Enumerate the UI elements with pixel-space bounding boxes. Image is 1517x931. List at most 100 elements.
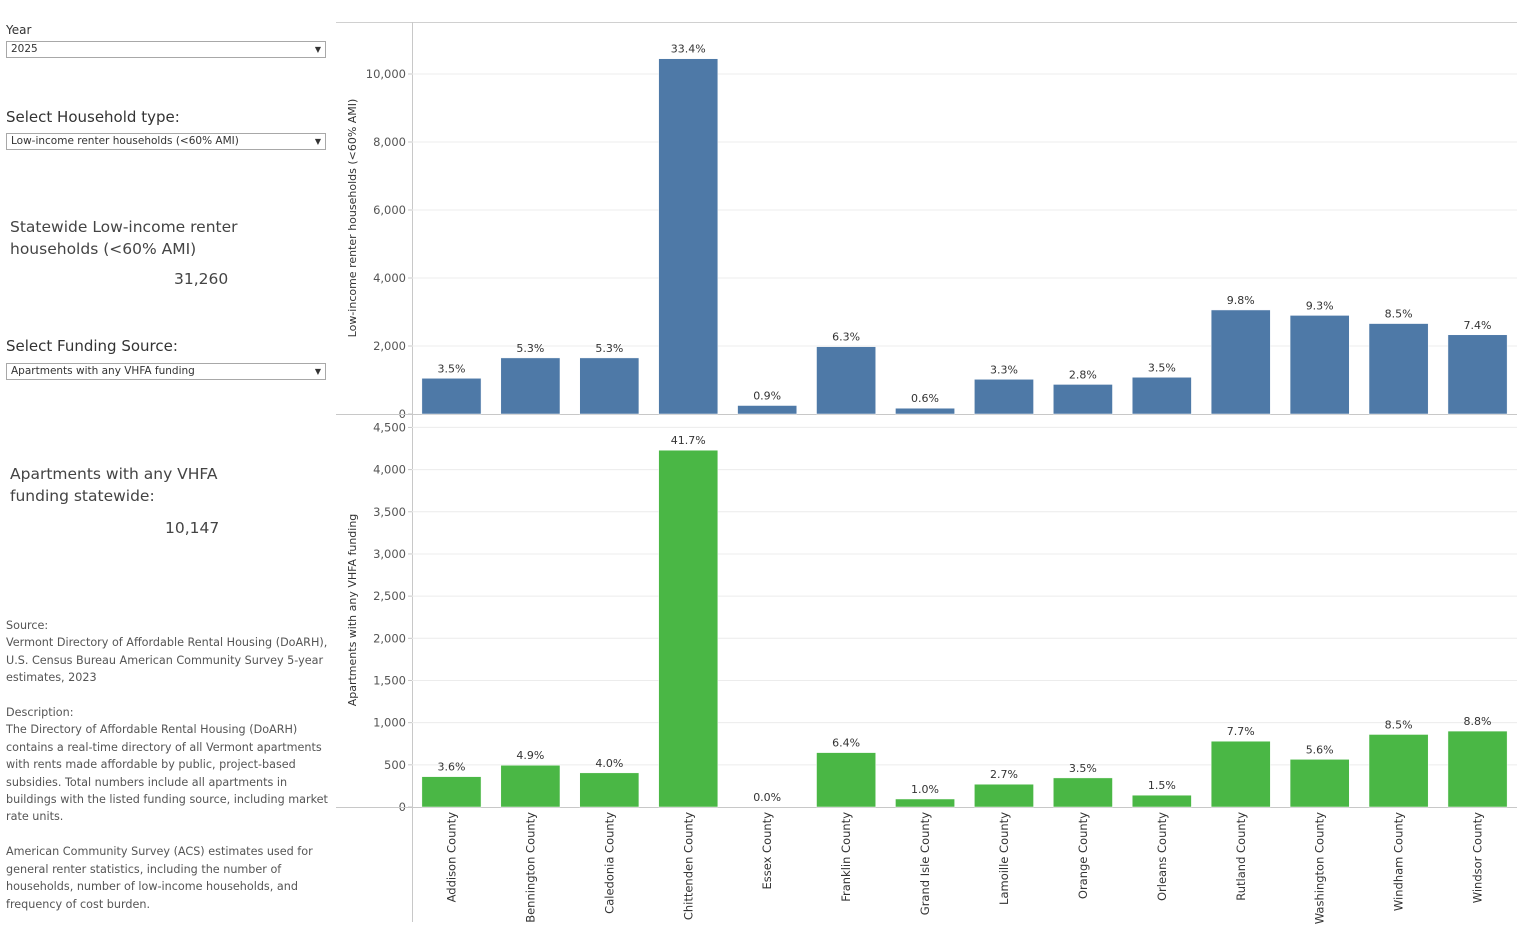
bar-value-label: 1.5%: [1148, 779, 1176, 792]
y-tick-label: 500: [384, 758, 406, 772]
x-tick-label: Chittenden County: [681, 812, 695, 920]
household-dropdown[interactable]: Low-income renter households (<60% AMI) …: [6, 133, 326, 150]
bar: [500, 357, 561, 415]
notes-panel: Source: Vermont Directory of Affordable …: [6, 617, 328, 913]
bar-value-label: 3.3%: [990, 363, 1018, 376]
bar-value-label: 33.4%: [671, 43, 706, 56]
bar: [1447, 730, 1508, 808]
bar: [1131, 794, 1192, 808]
bar-value-label: 5.6%: [1306, 743, 1334, 756]
chevron-down-icon: ▼: [314, 137, 321, 146]
chevron-down-icon: ▼: [314, 45, 321, 54]
bar: [974, 379, 1034, 415]
bar: [421, 378, 482, 415]
apartments-kpi-value: 10,147: [165, 519, 220, 537]
bar-value-label: 3.5%: [1148, 361, 1176, 374]
bar: [1289, 759, 1350, 808]
source-text: Vermont Directory of Affordable Rental H…: [6, 636, 331, 685]
bar: [500, 764, 561, 808]
bar: [816, 752, 876, 808]
x-tick-label: Essex County: [760, 812, 774, 890]
bar: [658, 449, 719, 808]
y-tick-label: 10,000: [366, 67, 406, 81]
bar: [1210, 740, 1271, 808]
x-tick-label: Windham County: [1392, 812, 1406, 911]
bar-value-label: 5.3%: [595, 342, 623, 355]
x-tick-label: Lamoille County: [997, 812, 1011, 905]
bar: [974, 783, 1034, 808]
bar-value-label: 0.0%: [753, 791, 781, 804]
y-axis-title: Low-income renter households (<60% AMI): [346, 99, 359, 338]
bar-value-label: 6.4%: [832, 737, 860, 750]
bar: [579, 772, 640, 808]
x-tick-label: Addison County: [444, 812, 458, 903]
y-tick-label: 4,000: [373, 271, 406, 285]
bar: [737, 405, 798, 415]
y-tick-label: 3,500: [373, 505, 406, 519]
bar: [816, 346, 876, 415]
bar: [579, 357, 640, 415]
x-tick-label: Orleans County: [1155, 812, 1169, 901]
y-tick-label: 6,000: [373, 203, 406, 217]
bar: [1368, 323, 1429, 415]
y-axis-title: Apartments with any VHFA funding: [346, 514, 359, 707]
y-tick-label: 8,000: [373, 135, 406, 149]
year-dropdown-value: 2025: [11, 43, 38, 55]
bar-value-label: 41.7%: [671, 434, 706, 447]
household-filter-label: Select Household type:: [6, 108, 180, 126]
household-dropdown-value: Low-income renter households (<60% AMI): [11, 135, 239, 147]
bar-value-label: 5.3%: [516, 342, 544, 355]
filter-sidebar: Year 2025 ▼ Select Household type: Low-i…: [0, 0, 335, 927]
x-tick-label: Windsor County: [1471, 812, 1485, 903]
apartments-kpi-label: Apartments with any VHFA funding statewi…: [10, 465, 218, 505]
bar-value-label: 4.0%: [595, 757, 623, 770]
bar: [1053, 384, 1113, 415]
bar: [658, 58, 719, 415]
funding-dropdown[interactable]: Apartments with any VHFA funding ▼: [6, 363, 326, 380]
bar-value-label: 3.6%: [437, 761, 465, 774]
bar-value-label: 8.5%: [1385, 308, 1413, 321]
source-heading: Source:: [6, 619, 49, 632]
bar-value-label: 6.3%: [832, 331, 860, 344]
x-tick-label: Washington County: [1313, 812, 1327, 924]
bar-value-label: 8.5%: [1385, 718, 1413, 731]
x-tick-label: Caledonia County: [602, 812, 616, 914]
y-tick-label: 2,000: [373, 631, 406, 645]
x-tick-label: Rutland County: [1234, 812, 1248, 901]
description-heading: Description:: [6, 706, 74, 720]
bar-value-label: 7.7%: [1227, 725, 1255, 738]
y-tick-label: 1,500: [373, 673, 406, 687]
description-text: The Directory of Affordable Rental Housi…: [6, 723, 332, 824]
year-filter-label: Year: [6, 23, 32, 37]
y-tick-label: 2,000: [373, 339, 406, 353]
funding-filter-label: Select Funding Source:: [6, 337, 178, 355]
bar-value-label: 3.5%: [1069, 762, 1097, 775]
bar: [1368, 734, 1429, 808]
bar: [1131, 377, 1192, 415]
x-tick-label: Orange County: [1076, 812, 1090, 899]
bar-value-label: 0.6%: [911, 392, 939, 405]
funding-dropdown-value: Apartments with any VHFA funding: [11, 365, 195, 377]
y-tick-label: 3,000: [373, 547, 406, 561]
y-tick-label: 4,000: [373, 463, 406, 477]
bar-value-label: 3.5%: [437, 362, 465, 375]
x-tick-label: Grand Isle County: [918, 812, 932, 915]
bar: [895, 798, 955, 808]
bar-value-label: 9.8%: [1227, 294, 1255, 307]
year-dropdown[interactable]: 2025 ▼: [6, 41, 326, 58]
acs-text: American Community Survey (ACS) estimate…: [6, 845, 317, 911]
bar-value-label: 4.9%: [516, 749, 544, 762]
bar: [1210, 309, 1271, 415]
bar: [1289, 315, 1350, 415]
bar-value-label: 2.7%: [990, 768, 1018, 781]
bar-value-label: 9.3%: [1306, 299, 1334, 312]
chevron-down-icon: ▼: [314, 367, 321, 376]
bar: [895, 407, 955, 415]
bar-value-label: 1.0%: [911, 783, 939, 796]
x-tick-label: Bennington County: [523, 812, 537, 923]
y-tick-label: 2,500: [373, 589, 406, 603]
bar-value-label: 0.9%: [753, 390, 781, 403]
bar: [1447, 334, 1508, 415]
